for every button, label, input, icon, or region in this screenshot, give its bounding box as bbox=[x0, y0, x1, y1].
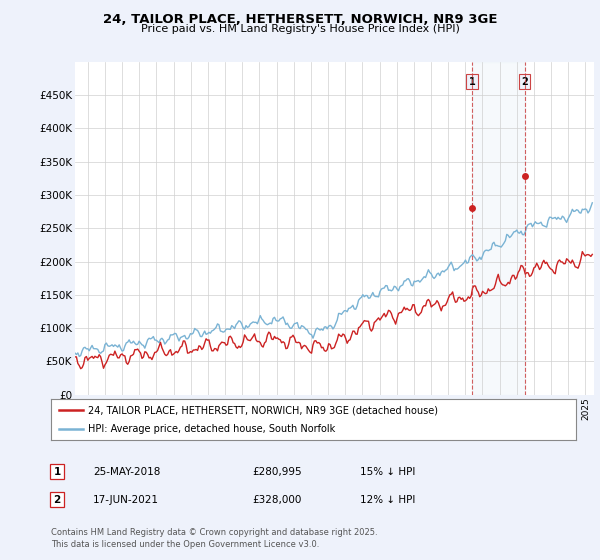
Text: 24, TAILOR PLACE, HETHERSETT, NORWICH, NR9 3GE: 24, TAILOR PLACE, HETHERSETT, NORWICH, N… bbox=[103, 13, 497, 26]
Text: £328,000: £328,000 bbox=[252, 494, 301, 505]
Text: 15% ↓ HPI: 15% ↓ HPI bbox=[360, 466, 415, 477]
Text: 1: 1 bbox=[469, 77, 475, 87]
Text: 12% ↓ HPI: 12% ↓ HPI bbox=[360, 494, 415, 505]
Text: 2: 2 bbox=[53, 494, 61, 505]
Text: 1: 1 bbox=[53, 466, 61, 477]
Text: HPI: Average price, detached house, South Norfolk: HPI: Average price, detached house, Sout… bbox=[88, 424, 335, 433]
Text: 17-JUN-2021: 17-JUN-2021 bbox=[93, 494, 159, 505]
Text: Contains HM Land Registry data © Crown copyright and database right 2025.
This d: Contains HM Land Registry data © Crown c… bbox=[51, 528, 377, 549]
Bar bbox=[472, 62, 524, 395]
Text: Price paid vs. HM Land Registry's House Price Index (HPI): Price paid vs. HM Land Registry's House … bbox=[140, 24, 460, 34]
Text: 24, TAILOR PLACE, HETHERSETT, NORWICH, NR9 3GE (detached house): 24, TAILOR PLACE, HETHERSETT, NORWICH, N… bbox=[88, 405, 438, 415]
Text: 25-MAY-2018: 25-MAY-2018 bbox=[93, 466, 160, 477]
Text: £280,995: £280,995 bbox=[252, 466, 302, 477]
Text: 2: 2 bbox=[521, 77, 528, 87]
